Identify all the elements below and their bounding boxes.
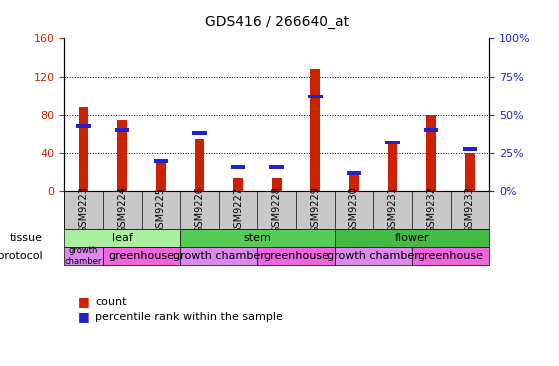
Bar: [349, 172, 359, 191]
Text: growth chamber: growth chamber: [328, 251, 419, 261]
Bar: [156, 161, 165, 191]
Text: greenhouse: greenhouse: [418, 251, 484, 261]
Text: growth chamber: growth chamber: [173, 251, 265, 261]
Text: percentile rank within the sample: percentile rank within the sample: [95, 311, 283, 322]
Text: GSM9231: GSM9231: [387, 187, 397, 234]
Bar: [77, 124, 91, 128]
Bar: [347, 171, 361, 175]
Text: GSM9227: GSM9227: [233, 187, 243, 234]
Text: GSM9223: GSM9223: [79, 187, 88, 234]
Bar: [463, 147, 477, 150]
Bar: [465, 153, 475, 191]
Text: GSM9225: GSM9225: [156, 187, 166, 234]
Bar: [257, 247, 335, 265]
Bar: [180, 247, 257, 265]
Text: stem: stem: [244, 233, 271, 243]
Bar: [117, 120, 127, 191]
Bar: [269, 165, 284, 169]
Bar: [335, 229, 489, 247]
Text: ■: ■: [78, 310, 90, 323]
Bar: [195, 139, 204, 191]
Text: GSM9226: GSM9226: [195, 187, 205, 234]
Bar: [272, 178, 282, 191]
Bar: [79, 107, 88, 191]
Bar: [231, 165, 245, 169]
Text: ■: ■: [78, 295, 90, 309]
Bar: [335, 247, 412, 265]
Bar: [192, 131, 207, 135]
Bar: [115, 128, 130, 132]
Text: flower: flower: [395, 233, 429, 243]
Bar: [64, 229, 180, 247]
Text: GSM9233: GSM9233: [465, 187, 475, 234]
Text: growth protocol: growth protocol: [0, 251, 43, 261]
Text: growth
chamber: growth chamber: [65, 246, 102, 266]
Bar: [412, 247, 489, 265]
Text: GSM9224: GSM9224: [117, 187, 127, 234]
Bar: [424, 128, 438, 132]
Text: count: count: [95, 297, 126, 307]
Bar: [385, 141, 400, 145]
Bar: [180, 229, 335, 247]
Bar: [427, 115, 436, 191]
Text: GSM9230: GSM9230: [349, 187, 359, 234]
Text: tissue: tissue: [10, 233, 43, 243]
Bar: [103, 247, 180, 265]
Text: GSM9232: GSM9232: [426, 187, 436, 234]
Text: GSM9229: GSM9229: [310, 187, 320, 234]
Bar: [154, 159, 168, 163]
Bar: [64, 247, 103, 265]
Text: greenhouse: greenhouse: [108, 251, 174, 261]
Text: greenhouse: greenhouse: [263, 251, 329, 261]
Bar: [388, 142, 397, 191]
Text: GSM9228: GSM9228: [272, 187, 282, 234]
Bar: [233, 178, 243, 191]
Bar: [310, 69, 320, 191]
Bar: [308, 95, 323, 98]
Text: leaf: leaf: [112, 233, 132, 243]
Text: GDS416 / 266640_at: GDS416 / 266640_at: [205, 15, 349, 29]
